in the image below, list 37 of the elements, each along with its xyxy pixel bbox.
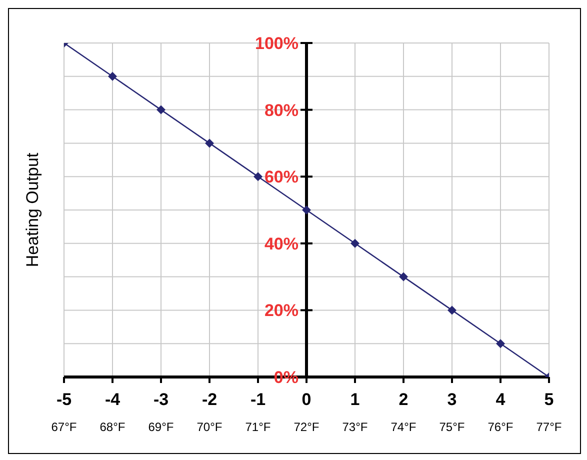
x2-tick-label: 68°F (100, 420, 126, 434)
point (496, 339, 505, 348)
x2-tick-label: 67°F (51, 420, 77, 434)
point (448, 306, 456, 315)
point (156, 105, 166, 114)
x-tick-label: 2 (398, 390, 408, 409)
point (350, 238, 360, 248)
x2-tick-label: 71°F (245, 420, 271, 434)
x2-tick-label: 76°F (488, 420, 514, 434)
x2-tick-label: 69°F (148, 420, 174, 434)
x-tick-label: 0 (302, 390, 312, 409)
x2-tick-label: 75°F (439, 420, 465, 434)
y-axis-title: Heating Output (23, 152, 42, 268)
point (302, 206, 311, 214)
x-tick-label: -5 (56, 390, 72, 409)
x2-tick-label: 77°F (536, 420, 562, 434)
point (399, 272, 408, 282)
x-tick-label: 1 (350, 390, 360, 409)
x-tick-label: -2 (202, 390, 218, 409)
point (254, 172, 262, 182)
y-tick-label: 20% (264, 301, 298, 320)
y-tick-label: 80% (264, 100, 298, 120)
x2-tick-label: 70°F (196, 420, 222, 434)
x-tick-label: -4 (104, 390, 121, 409)
x-tick-label: 3 (447, 390, 457, 409)
y-tick-label: 100% (255, 34, 298, 53)
x-tick-label: 4 (496, 390, 506, 409)
y-tick-label: 60% (264, 168, 298, 187)
x2-tick-label: 73°F (342, 420, 368, 434)
x2-tick-label: 72°F (294, 420, 320, 434)
x-tick-label: -1 (250, 390, 266, 409)
y-tick-label: 40% (264, 234, 298, 254)
point (108, 72, 117, 81)
x2-tick-label: 74°F (390, 420, 416, 434)
point (205, 138, 214, 148)
x-tick-label: -3 (153, 390, 169, 409)
x-tick-label: 5 (544, 390, 554, 409)
